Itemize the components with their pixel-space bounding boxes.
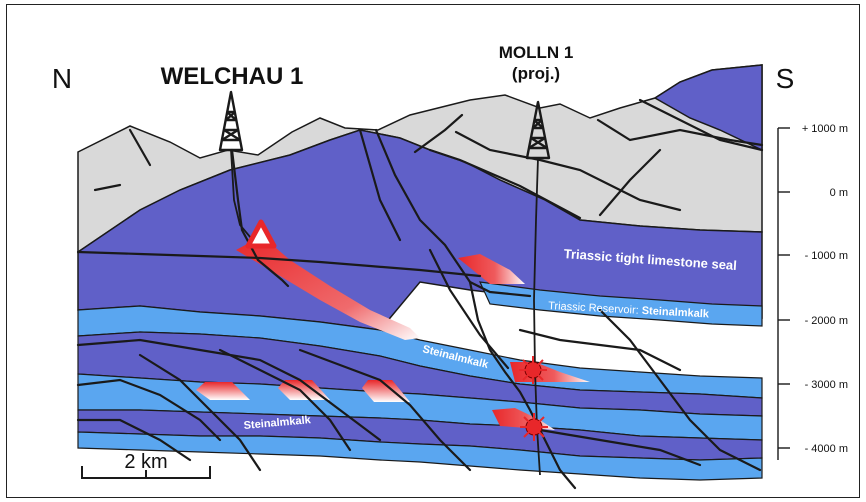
depth-tick-label: + 1000 m: [802, 123, 848, 135]
hydrocarbon-main: [236, 236, 420, 340]
hydrocarbon-lens-3: [362, 380, 410, 402]
reservoir-band-right: [479, 281, 763, 327]
reservoir-label-prefix: Triassic Reservoir:: [548, 300, 642, 317]
hydrocarbon-marker-triangle: [245, 219, 277, 249]
reservoir-label: Triassic Reservoir: Steinalmkalk: [548, 300, 710, 320]
depth-tick-label: 0 m: [830, 187, 848, 199]
derrick-icon: [525, 100, 551, 160]
hydrocarbon-lens-1: [196, 382, 250, 400]
fault-lines: [76, 98, 764, 490]
well-paths: [230, 149, 541, 476]
molln-well-note: (proj.): [512, 64, 560, 83]
south-label: S: [776, 63, 795, 94]
steinalmkalk-label: Steinalmkalk: [243, 414, 312, 432]
molln-well-label: MOLLN 1: [499, 43, 574, 62]
depth-scale: [777, 127, 790, 460]
hydrocarbon-molln-upper: [458, 254, 525, 284]
derrick-icon: [218, 90, 244, 152]
north-label: N: [52, 63, 72, 94]
depth-tick-label: - 2000 m: [805, 315, 848, 327]
depth-tick-label: - 4000 m: [805, 443, 848, 455]
scale-bar-label: 2 km: [124, 451, 167, 473]
show-rays: [519, 356, 548, 441]
limestone-klippe: [653, 64, 763, 152]
welchau-well-label: WELCHAU 1: [161, 63, 304, 90]
depth-tick-label: - 1000 m: [805, 250, 848, 262]
scale-bar: [81, 466, 211, 479]
depth-tick-label: - 3000 m: [805, 379, 848, 391]
reservoir-band-3: [77, 431, 763, 481]
reservoir-label-name: Steinalmkalk: [641, 305, 710, 321]
